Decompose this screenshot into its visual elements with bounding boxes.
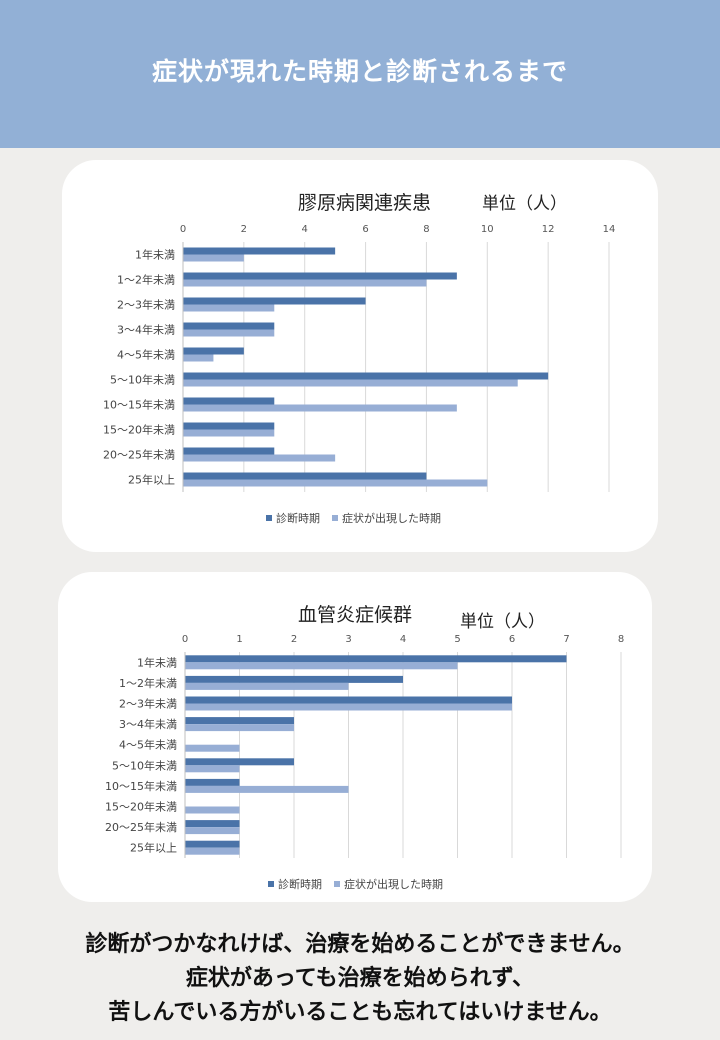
category-label: 20～25年未満 — [103, 448, 175, 462]
bar-onset — [183, 329, 275, 337]
legend-label: 診断時期 — [278, 877, 322, 891]
bar-diagnosis — [185, 675, 403, 683]
bar-onset — [185, 662, 458, 670]
x-tick-label: 0 — [182, 634, 188, 645]
x-tick-label: 0 — [180, 224, 186, 235]
x-tick-label: 3 — [345, 634, 351, 645]
bar-diagnosis — [185, 778, 240, 786]
bar-diagnosis — [183, 322, 275, 330]
x-tick-label: 10 — [481, 224, 494, 235]
bar-onset — [183, 454, 336, 462]
chart-unit-label: 単位（人） — [460, 612, 545, 632]
bar-onset — [185, 765, 240, 773]
bar-diagnosis — [183, 272, 457, 280]
category-label: 1～2年未満 — [117, 273, 175, 287]
category-label: 3～4年未満 — [119, 717, 177, 731]
bar-diagnosis — [185, 840, 240, 848]
bar-diagnosis — [183, 347, 244, 355]
bar-diagnosis — [185, 696, 512, 704]
bar-onset — [185, 744, 240, 752]
category-label: 4～5年未満 — [117, 348, 175, 362]
bar-onset — [185, 703, 512, 711]
bar-diagnosis — [183, 472, 427, 480]
legend-label: 症状が出現した時期 — [344, 877, 443, 891]
x-tick-label: 4 — [302, 224, 308, 235]
bar-diagnosis — [183, 397, 275, 405]
category-label: 20～25年未満 — [105, 820, 177, 834]
header-banner: 症状が現れた時期と診断されるまで — [0, 0, 720, 148]
category-label: 1～2年未満 — [119, 676, 177, 690]
bar-diagnosis — [185, 758, 294, 766]
bar-onset — [183, 479, 488, 487]
x-tick-label: 6 — [509, 634, 515, 645]
bar-diagnosis — [183, 447, 275, 455]
bar-diagnosis — [183, 372, 549, 380]
bar-onset — [185, 827, 240, 835]
category-label: 3～4年未満 — [117, 323, 175, 337]
category-label: 15～20年未満 — [105, 800, 177, 814]
category-label: 10～15年未満 — [103, 398, 175, 412]
x-tick-label: 12 — [542, 224, 555, 235]
category-label: 25年以上 — [130, 841, 177, 855]
x-tick-label: 7 — [563, 634, 569, 645]
bar-diagnosis — [183, 247, 336, 255]
bar-diagnosis — [185, 717, 294, 725]
x-tick-label: 5 — [454, 634, 460, 645]
x-tick-label: 1 — [236, 634, 242, 645]
bar-onset — [183, 254, 244, 262]
bar-onset — [183, 429, 275, 437]
bar-chart-collagen: 0 2 4 6 8 10 12 14 1年未満 1～2年未満 2～3年未満 3～4年未満 4～5年未満 5… — [103, 224, 616, 525]
x-tick-label: 8 — [618, 634, 624, 645]
category-label: 5～10年未満 — [112, 758, 177, 772]
category-label: 25年以上 — [128, 473, 175, 487]
footer-message: 診断がつかなれけば、治療を始めることができません。 症状があっても治療を始められ… — [0, 928, 720, 1030]
category-label: 4～5年未満 — [119, 738, 177, 752]
category-label: 2～3年未満 — [117, 298, 175, 312]
chart-title: 血管炎症候群 — [298, 604, 413, 626]
chart-card-vasculitis: 血管炎症候群 単位（人） 0 1 2 3 4 5 6 7 8 1年未満 1～2年未満 2～3年未満 3～… — [58, 572, 652, 902]
chart-unit-label: 単位（人） — [482, 194, 567, 214]
category-label: 5～10年未満 — [110, 373, 175, 387]
x-tick-label: 8 — [423, 224, 429, 235]
bar-diagnosis — [183, 297, 366, 305]
footer-line: 診断がつかなれけば、治療を始めることができません。 — [85, 932, 635, 957]
bar-onset — [185, 682, 349, 690]
footer-line: 苦しんでいる方がいることも忘れてはいけません。 — [108, 1000, 612, 1025]
legend-swatch — [268, 881, 274, 887]
x-tick-label: 2 — [291, 634, 297, 645]
x-tick-label: 6 — [362, 224, 368, 235]
bar-onset — [183, 279, 427, 287]
page-title: 症状が現れた時期と診断されるまで — [151, 57, 568, 86]
bar-onset — [185, 724, 294, 732]
category-label: 1年未満 — [137, 655, 177, 669]
legend-label: 症状が出現した時期 — [342, 511, 441, 525]
bar-diagnosis — [185, 820, 240, 828]
category-label: 2～3年未満 — [119, 697, 177, 711]
bar-onset — [185, 785, 349, 793]
category-label: 15～20年未満 — [103, 423, 175, 437]
bar-onset — [183, 404, 457, 412]
bar-onset — [183, 304, 275, 312]
legend-label: 診断時期 — [276, 511, 320, 525]
chart-card-collagen: 膠原病関連疾患 単位（人） 0 2 4 6 8 10 12 14 1年未満 1～2年未満 2～3年未… — [62, 160, 658, 552]
chart-title: 膠原病関連疾患 — [298, 192, 432, 214]
x-tick-label: 14 — [603, 224, 616, 235]
x-tick-label: 2 — [241, 224, 247, 235]
bar-diagnosis — [183, 422, 275, 430]
x-tick-label: 4 — [400, 634, 406, 645]
bar-onset — [183, 379, 518, 387]
bar-chart-vasculitis: 0 1 2 3 4 5 6 7 8 1年未満 1～2年未満 2～3年未満 3～4年未満 4～5年未満 5～1… — [105, 634, 624, 891]
footer-line: 症状があっても治療を始められず、 — [185, 966, 535, 991]
bar-onset — [185, 847, 240, 855]
category-label: 10～15年未満 — [105, 779, 177, 793]
bar-onset — [183, 354, 214, 362]
bar-onset — [185, 806, 240, 814]
legend-swatch — [334, 881, 340, 887]
category-label: 1年未満 — [135, 248, 175, 262]
legend-swatch — [332, 515, 338, 521]
legend-swatch — [266, 515, 272, 521]
bar-diagnosis — [185, 655, 567, 663]
